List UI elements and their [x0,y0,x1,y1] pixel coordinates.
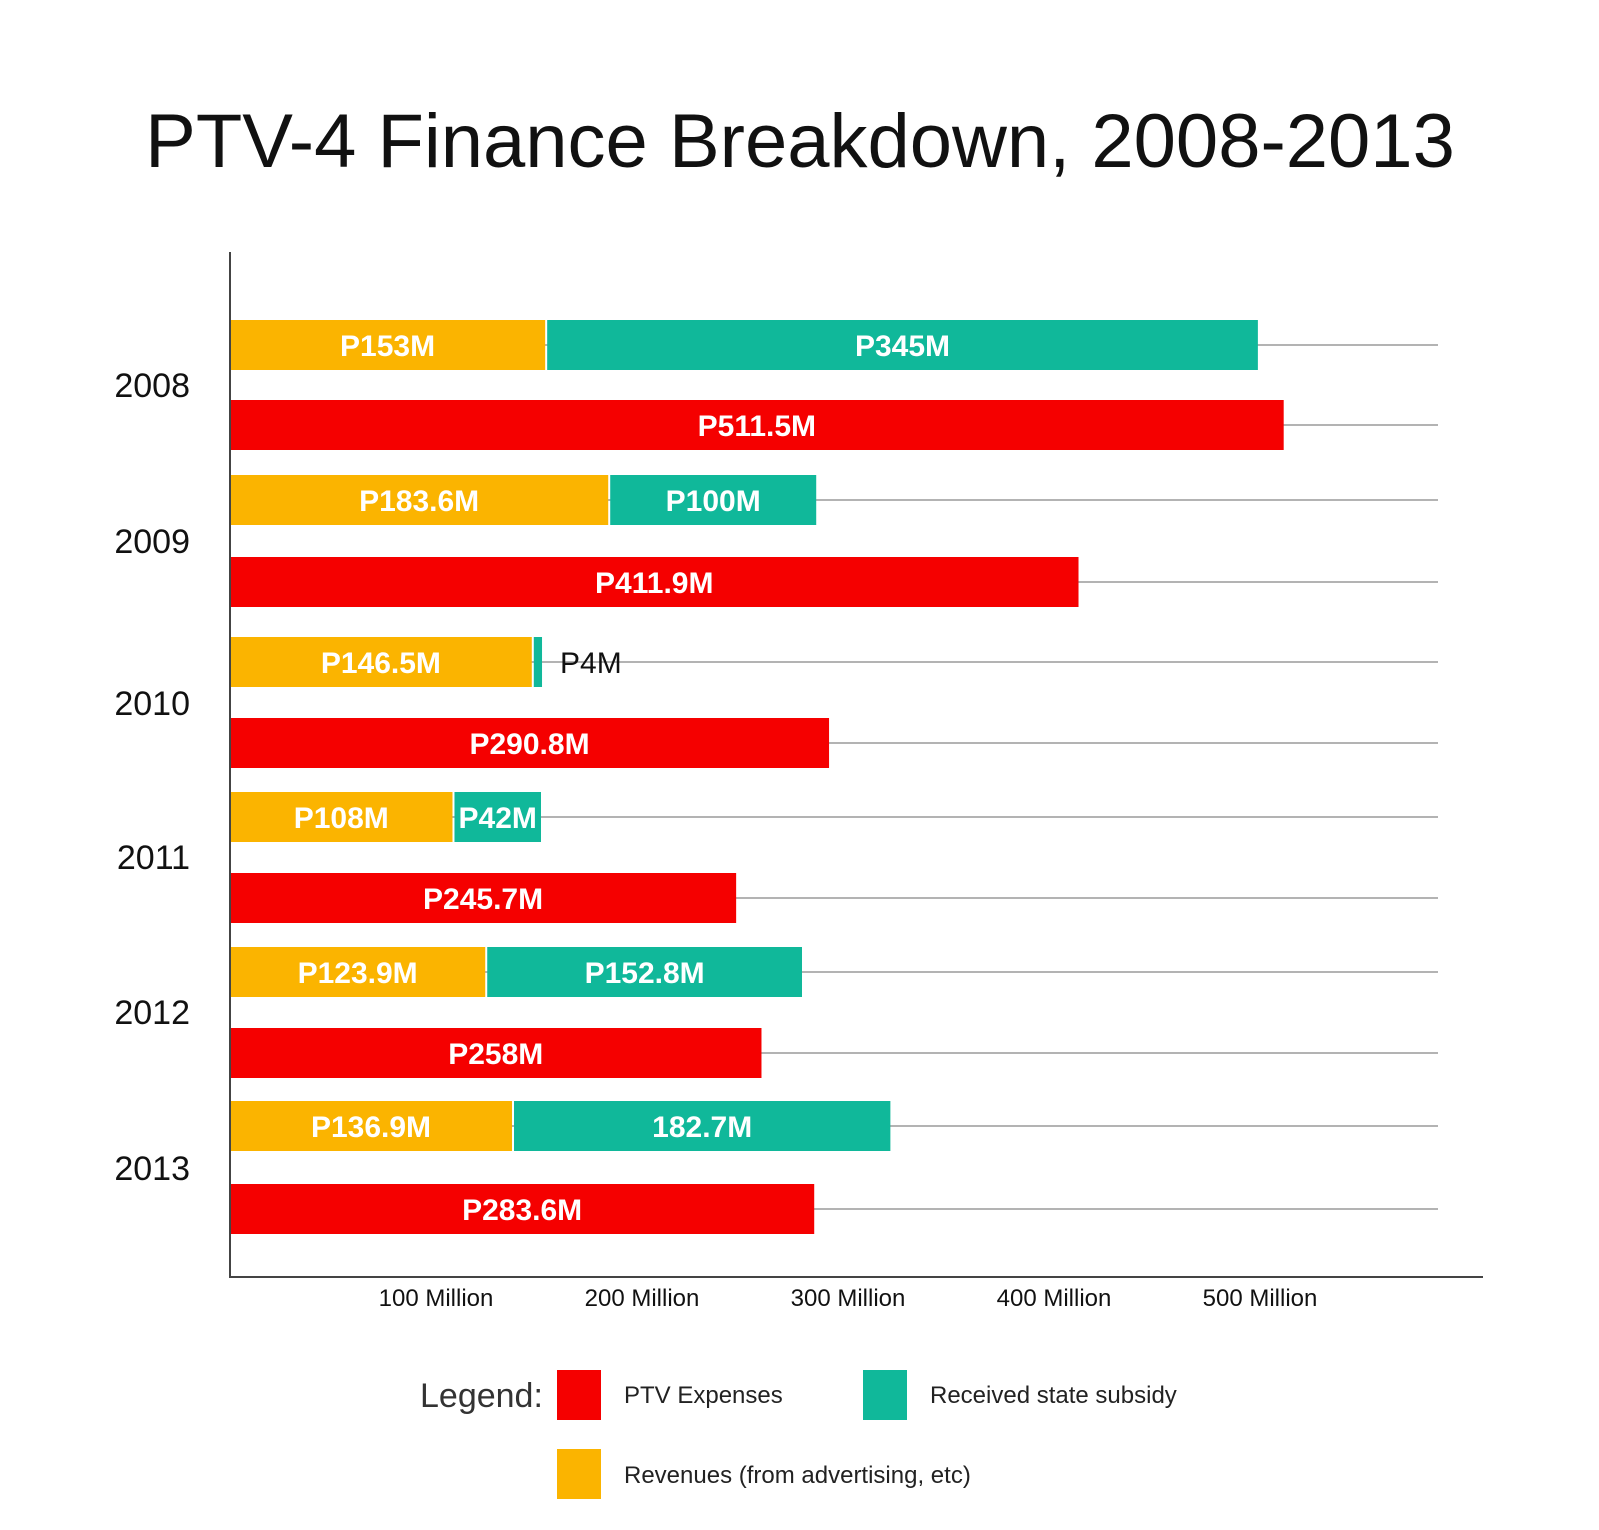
label-revenues-2012: P123.9M [298,957,418,990]
x-axis-ticks: 100 Million 200 Million 300 Million 400 Mil… [379,1285,1318,1312]
bar-expenses-2012 [230,1028,762,1078]
label-subsidy-2012: P152.8M [585,957,705,990]
label-subsidy-2010: P4M [560,647,622,680]
label-expenses-2012: P258M [448,1038,543,1071]
label-revenues-2011: P108M [294,802,389,835]
bar-revenues-2008 [230,320,546,370]
bar-subsidy-2008 [547,320,1258,370]
label-expenses-2009: P411.9M [595,567,713,600]
label-expenses-2010: P290.8M [469,728,589,761]
label-expenses-2008: P511.5M [698,410,816,443]
grid-lines [230,344,1438,1210]
x-tick-label: 300 Million [791,1285,906,1312]
bar-expenses-2008 [230,400,1284,450]
bar-subsidy-2012 [487,947,803,997]
year-label-2008: 2008 [114,367,190,405]
label-revenues-2010: P146.5M [321,647,441,680]
bar-subsidy-2010 [533,637,543,687]
legend-label-revenues: Revenues (from advertising, etc) [624,1462,971,1489]
label-revenues-2008: P153M [340,330,435,363]
bar-revenues-2013 [230,1101,513,1151]
y-axis-categories: 2008 2009 2010 2011 2012 2013 [114,367,190,1188]
legend-swatch-revenues [557,1449,601,1499]
label-subsidy-2013: 182.7M [652,1111,752,1144]
x-tick-label: 400 Million [997,1285,1112,1312]
year-label-2012: 2012 [114,994,190,1032]
bar-subsidy-2009 [610,475,817,525]
year-label-2010: 2010 [114,685,190,723]
bar-expenses-2011 [230,873,737,923]
bar-expenses-2013 [230,1184,815,1234]
year-label-2013: 2013 [114,1150,190,1188]
year-label-2009: 2009 [114,523,190,561]
label-expenses-2013: P283.6M [462,1194,582,1227]
label-expenses-2011: P245.7M [423,883,543,916]
bar-revenues-2012 [230,947,486,997]
axes [229,252,1483,1278]
bar-subsidy-2011 [454,792,541,842]
x-tick-label: 100 Million [379,1285,494,1312]
legend-label-subsidy: Received state subsidy [930,1382,1177,1409]
legend-label-expenses: PTV Expenses [624,1382,783,1409]
year-label-2011: 2011 [117,839,190,877]
label-revenues-2009: P183.6M [359,485,479,518]
bars: P153M P345M P511.5M P183.6M P100M P411.9M P146… [230,320,1284,1234]
label-subsidy-2009: P100M [666,485,761,518]
bar-expenses-2010 [230,718,830,768]
legend-title: Legend: [420,1377,543,1415]
legend-swatch-expenses [557,1370,601,1420]
label-subsidy-2011: P42M [459,802,537,835]
bar-subsidy-2013 [514,1101,891,1151]
x-tick-label: 200 Million [585,1285,700,1312]
bar-revenues-2011 [230,792,453,842]
bar-revenues-2009 [230,475,609,525]
x-tick-label: 500 Million [1203,1285,1318,1312]
label-revenues-2013: P136.9M [311,1111,431,1144]
label-subsidy-2008: P345M [855,330,950,363]
chart-title: PTV-4 Finance Breakdown, 2008-2013 [145,99,1455,184]
legend-swatch-subsidy [863,1370,907,1420]
bar-revenues-2010 [230,637,532,687]
bar-expenses-2009 [230,557,1079,607]
legend: Legend: PTV Expenses Received state subsi… [420,1370,1177,1499]
